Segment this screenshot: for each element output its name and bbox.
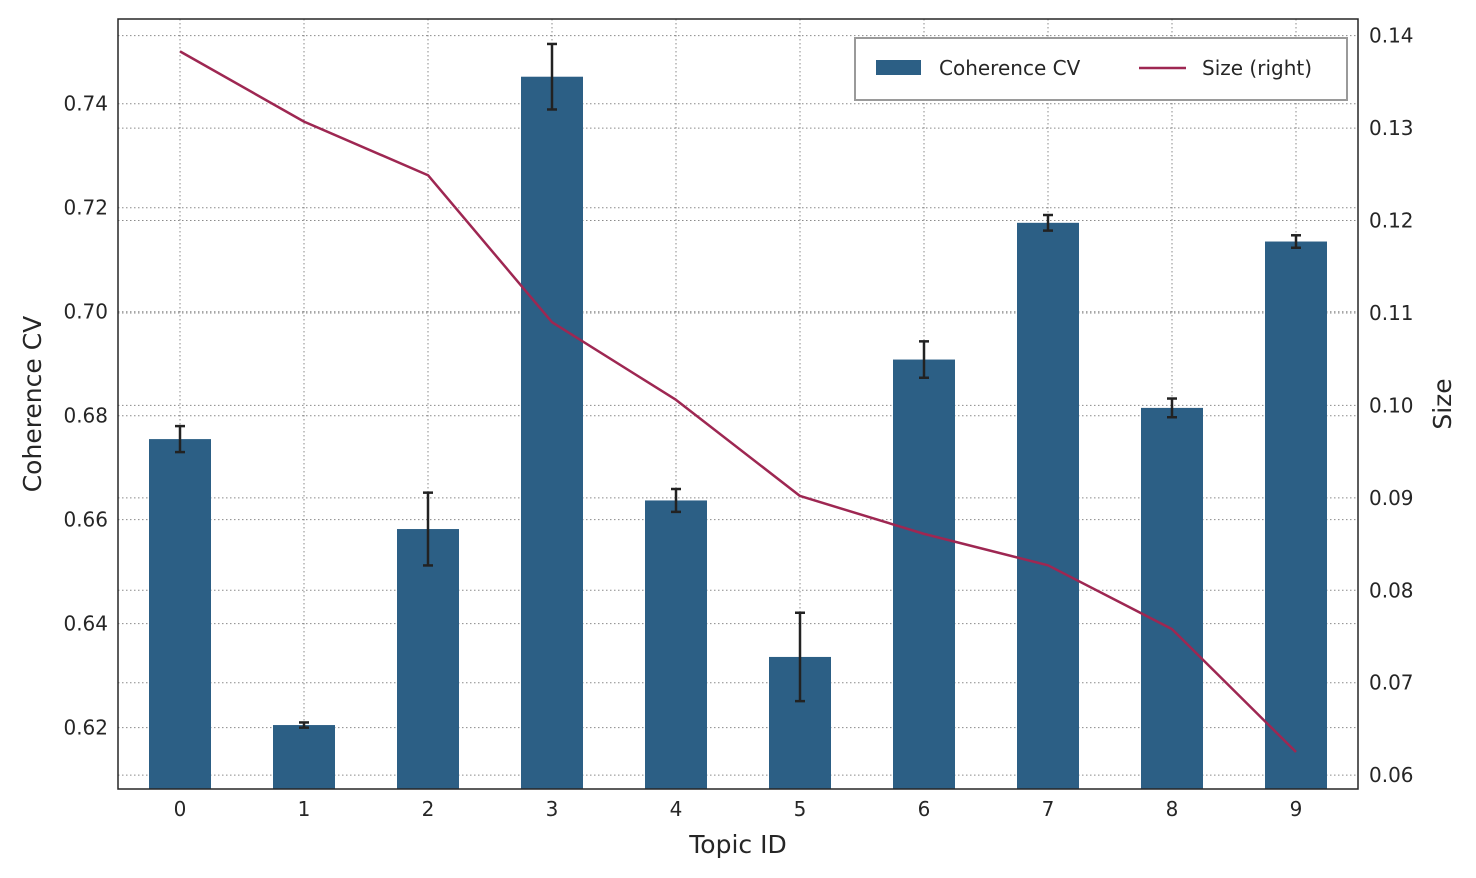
legend-label-size: Size (right) xyxy=(1202,56,1312,80)
x-tick-label-6: 6 xyxy=(918,797,931,821)
y2-tick-label-0.07: 0.07 xyxy=(1369,671,1414,695)
x-tick-label-7: 7 xyxy=(1042,797,1055,821)
y2-tick-label-0.11: 0.11 xyxy=(1369,301,1414,325)
x-tick-label-2: 2 xyxy=(422,797,435,821)
bar-topic-4 xyxy=(645,500,707,789)
y2-tick-label-0.13: 0.13 xyxy=(1369,116,1414,140)
x-tick-label-1: 1 xyxy=(298,797,311,821)
x-axis-title: Topic ID xyxy=(688,830,786,859)
size-line xyxy=(179,50,1297,753)
y2-tick-label-0.06: 0.06 xyxy=(1369,763,1414,787)
y-tick-label-0.70: 0.70 xyxy=(63,300,108,324)
y-tick-label-0.62: 0.62 xyxy=(63,716,108,740)
legend-label-coherence: Coherence CV xyxy=(939,56,1081,80)
y-tick-label-0.72: 0.72 xyxy=(63,196,108,220)
y-tick-label-0.64: 0.64 xyxy=(63,612,108,636)
error-bar-topic-7 xyxy=(1043,213,1053,232)
y-tick-label-0.66: 0.66 xyxy=(63,508,108,532)
plot-frame xyxy=(117,18,1359,790)
x-tick-label-8: 8 xyxy=(1166,797,1179,821)
y2-tick-label-0.09: 0.09 xyxy=(1369,486,1414,510)
y2-tick-label-0.08: 0.08 xyxy=(1369,578,1414,602)
y-tick-label-0.68: 0.68 xyxy=(63,404,108,428)
legend-swatch-coherence xyxy=(876,60,921,75)
y2-axis-title: Size xyxy=(1428,378,1457,429)
y-tick-label-0.74: 0.74 xyxy=(63,92,108,116)
size-line-path xyxy=(179,50,1297,753)
bar-topic-8 xyxy=(1141,407,1203,789)
error-bar-topic-1 xyxy=(299,721,309,729)
error-bar-topic-9 xyxy=(1291,234,1301,250)
bar-topic-0 xyxy=(149,439,211,789)
bar-topic-9 xyxy=(1265,241,1327,789)
legend-box xyxy=(854,37,1348,101)
bar-topic-7 xyxy=(1017,222,1079,790)
y-axis-title: Coherence CV xyxy=(18,316,47,493)
x-tick-label-9: 9 xyxy=(1290,797,1303,821)
y2-tick-label-0.10: 0.10 xyxy=(1369,393,1414,417)
x-tick-label-5: 5 xyxy=(794,797,807,821)
y2-tick-label-0.14: 0.14 xyxy=(1369,24,1414,48)
bar-topic-2 xyxy=(397,529,459,789)
bar-topic-1 xyxy=(273,725,335,789)
y2-tick-label-0.12: 0.12 xyxy=(1369,209,1414,233)
error-bar-topic-5 xyxy=(795,611,805,703)
error-bar-topic-0 xyxy=(175,424,185,454)
error-bar-topic-3 xyxy=(547,42,557,111)
x-tick-label-4: 4 xyxy=(670,797,683,821)
error-bar-topic-6 xyxy=(919,340,929,379)
error-bar-topic-4 xyxy=(671,487,681,514)
legend: Coherence CV Size (right) xyxy=(854,37,1348,101)
error-bar-topic-8 xyxy=(1167,397,1177,419)
error-bar-topic-2 xyxy=(423,491,433,567)
bar-topic-3 xyxy=(521,76,583,790)
error-bars xyxy=(175,42,1301,729)
x-tick-label-3: 3 xyxy=(546,797,559,821)
x-tick-label-0: 0 xyxy=(174,797,187,821)
bars xyxy=(149,76,1327,790)
tick-labels: 0 1 2 3 4 5 6 7 8 9 0.62 0.64 0.66 0.68 0.70 0.72 0.74 0.… xyxy=(63,24,1413,821)
bar-topic-6 xyxy=(893,359,955,789)
